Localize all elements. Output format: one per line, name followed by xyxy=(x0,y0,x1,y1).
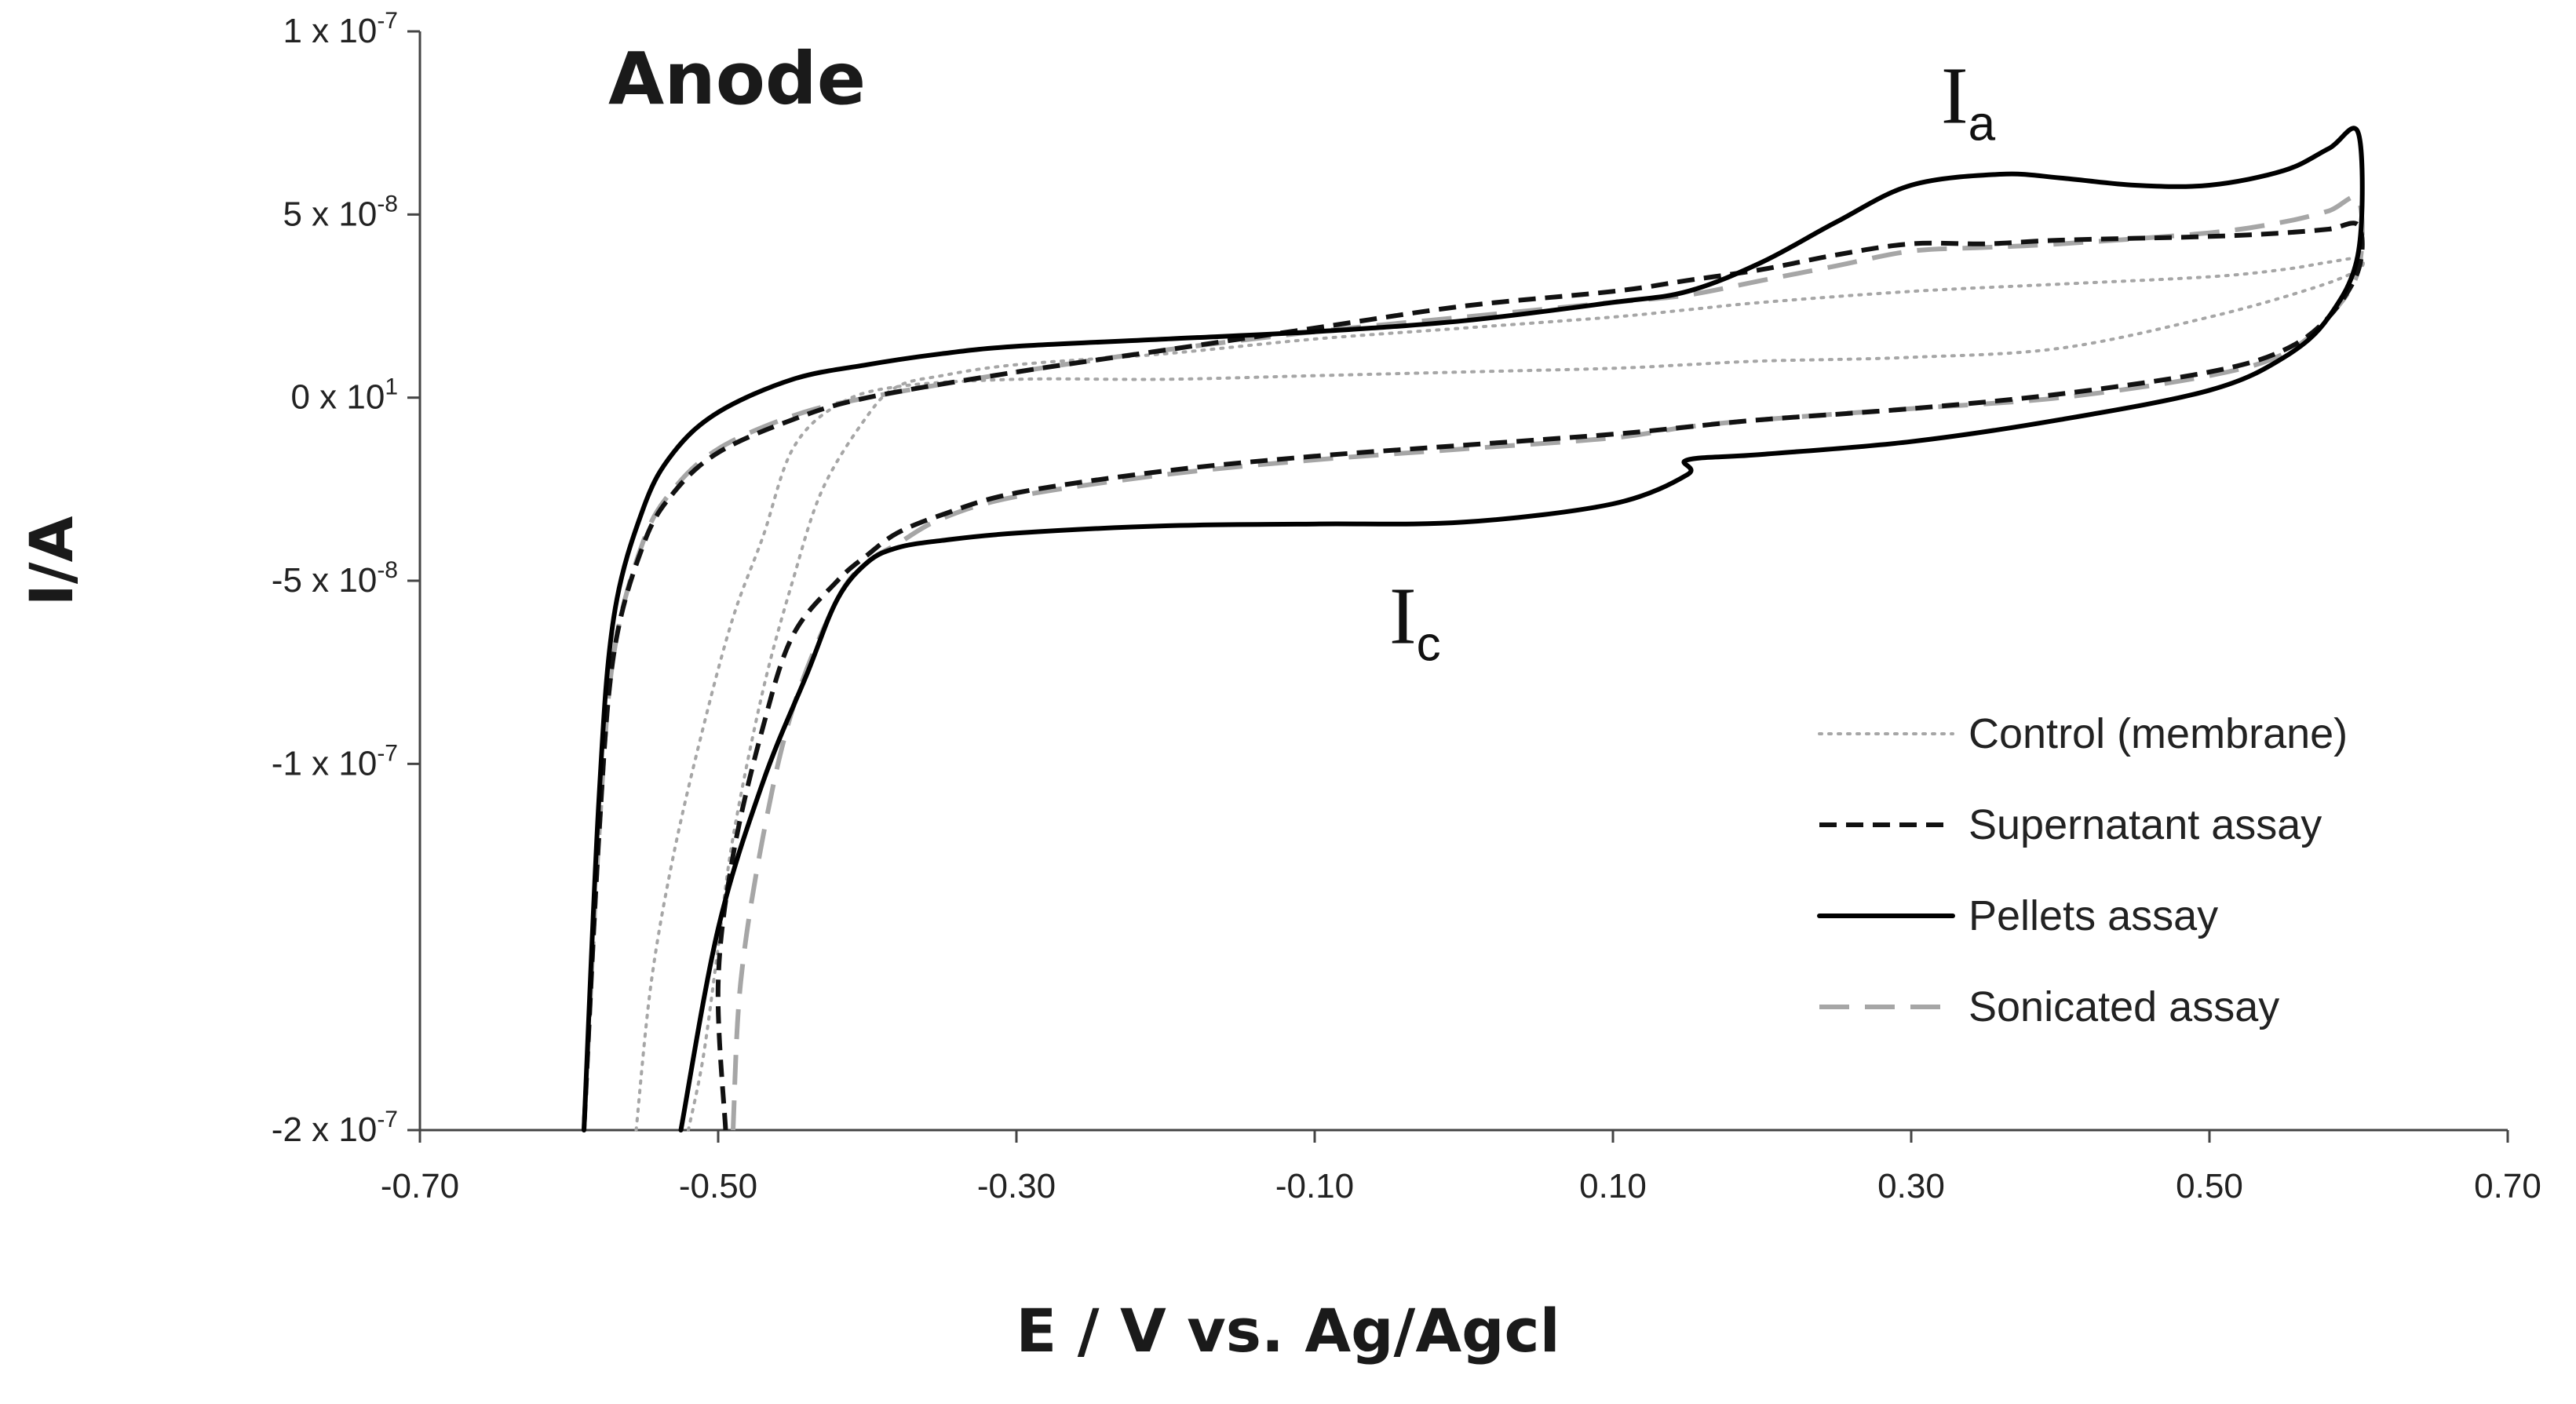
x-tick-label: -0.10 xyxy=(1275,1167,1354,1205)
y-tick-exponent: -7 xyxy=(377,8,398,34)
y-tick-label: -5 x 10-8 xyxy=(272,557,398,600)
peak-label-subscript: c xyxy=(1417,617,1441,671)
y-tick-mantissa: -2 x 10 xyxy=(272,1110,378,1149)
peak-label-subscript: a xyxy=(1968,97,1996,151)
y-tick-label: 0 x 101 xyxy=(290,374,398,417)
y-tick-exponent: -7 xyxy=(377,1107,398,1132)
legend-label: Sonicated assay xyxy=(1968,983,2279,1030)
peak-label-main: I xyxy=(1389,571,1417,661)
legend-label: Control (membrane) xyxy=(1968,710,2348,757)
x-axis-ticks: -0.70 -0.50 -0.30 -0.10 0.10 0.30 0.50 0.70 xyxy=(381,1130,2541,1205)
legend-label: Pellets assay xyxy=(1968,892,2218,939)
y-tick-exponent: 1 xyxy=(385,374,398,400)
x-tick-label: -0.50 xyxy=(679,1167,757,1205)
series-line-supernatant-assay xyxy=(582,221,2365,1131)
y-axis-ticks: 1 x 10-75 x 10-80 x 101-5 x 10-8-1 x 10-… xyxy=(272,8,420,1149)
x-tick-label: 0.10 xyxy=(1579,1167,1647,1205)
y-tick-label: -2 x 10-7 xyxy=(272,1107,398,1149)
peak-label-main: I xyxy=(1941,51,1968,141)
peak-label-c: Ic xyxy=(1389,571,1441,671)
x-tick-label: -0.70 xyxy=(381,1167,459,1205)
x-tick-label: 0.50 xyxy=(2176,1167,2243,1205)
y-tick-mantissa: -1 x 10 xyxy=(272,744,378,782)
y-tick-label: -1 x 10-7 xyxy=(272,740,398,782)
legend-label: Supernatant assay xyxy=(1968,801,2322,848)
y-tick-mantissa: 5 x 10 xyxy=(283,195,377,233)
data-series xyxy=(582,126,2365,1132)
y-axis-title: I/A xyxy=(16,516,86,606)
y-tick-mantissa: 1 x 10 xyxy=(283,12,377,50)
y-tick-label: 1 x 10-7 xyxy=(283,8,398,50)
y-tick-exponent: -8 xyxy=(377,557,398,583)
x-axis-title: E / V vs. Ag/Agcl xyxy=(1016,1296,1560,1366)
series-line-pellets-assay xyxy=(582,126,2365,1132)
y-tick-exponent: -7 xyxy=(377,740,398,766)
y-tick-label: 5 x 10-8 xyxy=(283,191,398,233)
x-tick-label: -0.30 xyxy=(977,1167,1056,1205)
y-tick-exponent: -8 xyxy=(377,191,398,217)
chart-title: Anode xyxy=(608,37,866,121)
x-tick-label: 0.30 xyxy=(1877,1167,1945,1205)
y-tick-mantissa: 0 x 10 xyxy=(290,378,385,417)
legend: Control (membrane) Supernatant assay Pelle… xyxy=(1817,710,2348,1030)
x-tick-label: 0.70 xyxy=(2474,1167,2541,1205)
y-tick-mantissa: -5 x 10 xyxy=(272,561,378,600)
peak-label-a: Ia xyxy=(1941,51,1996,151)
